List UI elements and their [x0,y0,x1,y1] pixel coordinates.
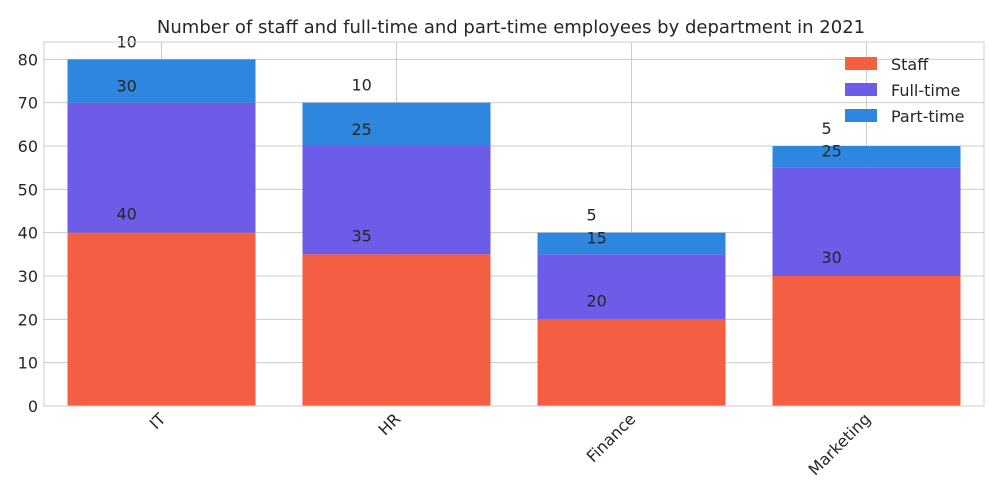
bar-full-time-finance [537,254,726,320]
data-label: 30 [822,248,842,267]
data-label: 15 [587,228,607,247]
legend-label: Staff [891,55,929,74]
y-tick-label: 60 [18,137,38,156]
bar-part-time-marketing [772,146,961,168]
legend-label: Part-time [891,107,965,126]
legend: Staff Full-time Part-time [845,55,965,126]
y-axis-ticks: 0 10 20 30 40 50 60 70 80 [18,50,38,416]
bar-staff-it [67,232,256,406]
plot-frame [43,41,985,407]
y-tick-label: 50 [18,180,38,199]
x-tick-label: Finance [583,409,640,466]
legend-label: Full-time [891,81,960,100]
legend-swatch [845,57,877,70]
x-axis-ticks: IT HR Finance Marketing [146,409,875,479]
legend-swatch [845,109,877,122]
data-label: 25 [352,120,372,139]
y-tick-label: 80 [18,50,38,69]
bar-full-time-it [67,102,256,233]
bar-full-time-hr [302,146,491,255]
bar-full-time-marketing [772,167,961,276]
data-label: 5 [822,119,832,138]
bars [67,59,961,406]
bar-part-time-hr [302,102,491,146]
y-tick-label: 40 [18,224,38,243]
data-label: 35 [352,226,372,245]
x-tick-label: HR [375,409,405,439]
data-label: 10 [352,76,372,95]
data-label: 5 [587,206,597,225]
bar-part-time-it [67,59,256,103]
x-tick-label: Marketing [805,409,875,479]
y-tick-label: 20 [18,310,38,329]
data-label: 25 [822,142,842,161]
y-tick-label: 0 [28,397,38,416]
y-tick-label: 30 [18,267,38,286]
data-label: 20 [587,291,607,310]
bar-staff-marketing [772,276,961,406]
y-tick-label: 70 [18,94,38,113]
chart-title: Number of staff and full-time and part-t… [157,17,865,38]
legend-swatch [845,83,877,96]
bar-staff-hr [302,254,491,406]
bar-staff-finance [537,319,726,406]
data-label: 30 [117,77,137,96]
data-label: 40 [117,205,137,224]
bar-part-time-finance [537,232,726,255]
y-tick-label: 10 [18,354,38,373]
x-tick-label: IT [146,409,170,433]
